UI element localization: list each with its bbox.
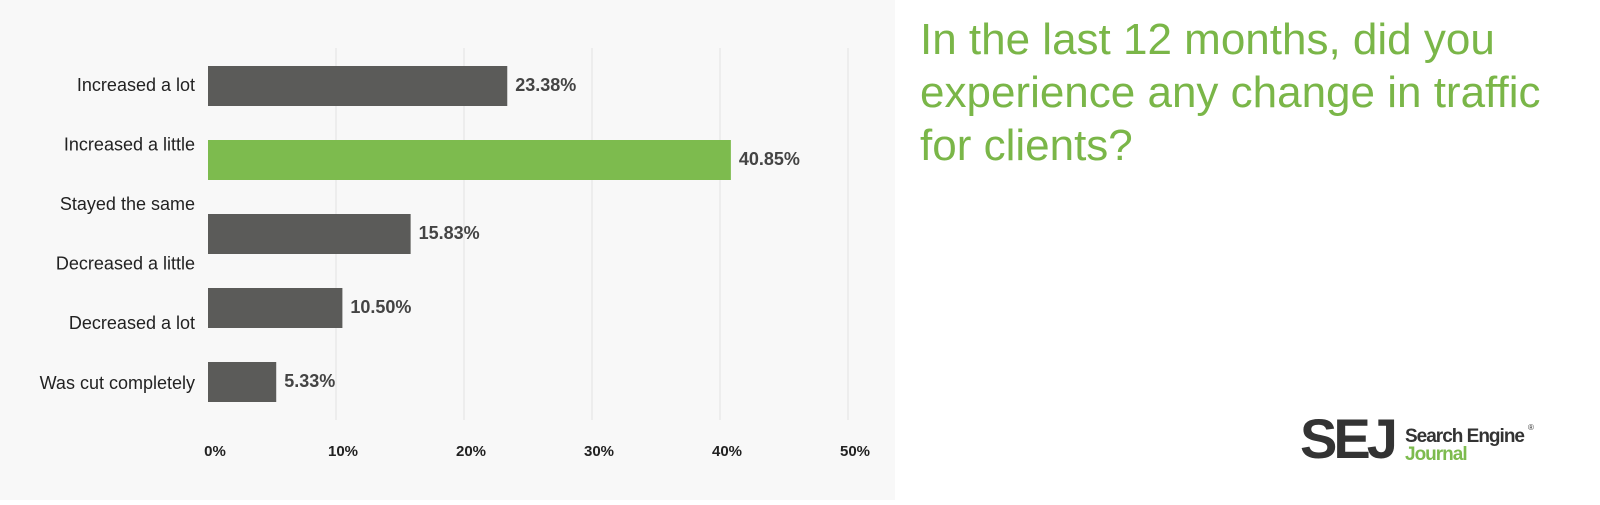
logo-line1: Search Engine bbox=[1405, 426, 1524, 447]
value-label: 40.85% bbox=[739, 149, 800, 169]
x-tick-label: 30% bbox=[584, 443, 614, 460]
x-tick-label: 50% bbox=[840, 443, 870, 460]
bar bbox=[208, 214, 411, 254]
value-label: 23.38% bbox=[515, 75, 576, 95]
category-label: Increased a lot bbox=[77, 75, 195, 95]
category-label: Was cut completely bbox=[40, 373, 195, 393]
bar bbox=[208, 140, 731, 180]
value-label: 5.33% bbox=[284, 371, 335, 391]
category-label: Decreased a lot bbox=[69, 313, 195, 333]
chart-title: In the last 12 months, did you experience… bbox=[920, 15, 1540, 170]
category-label: Stayed the same bbox=[60, 194, 195, 214]
logo-mark: SEJ bbox=[1300, 407, 1395, 470]
logo-line2: Journal bbox=[1405, 444, 1467, 465]
logo-registered: ® bbox=[1528, 423, 1534, 432]
logo: SEJ Search Engine ® Journal bbox=[1300, 407, 1534, 470]
value-label: 10.50% bbox=[350, 297, 411, 317]
x-tick-label: 0% bbox=[204, 443, 226, 460]
value-label: 15.83% bbox=[419, 223, 480, 243]
x-tick-label: 40% bbox=[712, 443, 742, 460]
x-tick-label: 10% bbox=[328, 443, 358, 460]
x-tick-label: 20% bbox=[456, 443, 486, 460]
bar bbox=[208, 362, 277, 402]
bar bbox=[208, 288, 343, 328]
category-label: Increased a little bbox=[64, 134, 195, 154]
bar bbox=[208, 66, 508, 106]
category-label: Decreased a little bbox=[56, 254, 195, 274]
chart-title-text: In the last 12 months, did you experience… bbox=[920, 15, 1540, 170]
